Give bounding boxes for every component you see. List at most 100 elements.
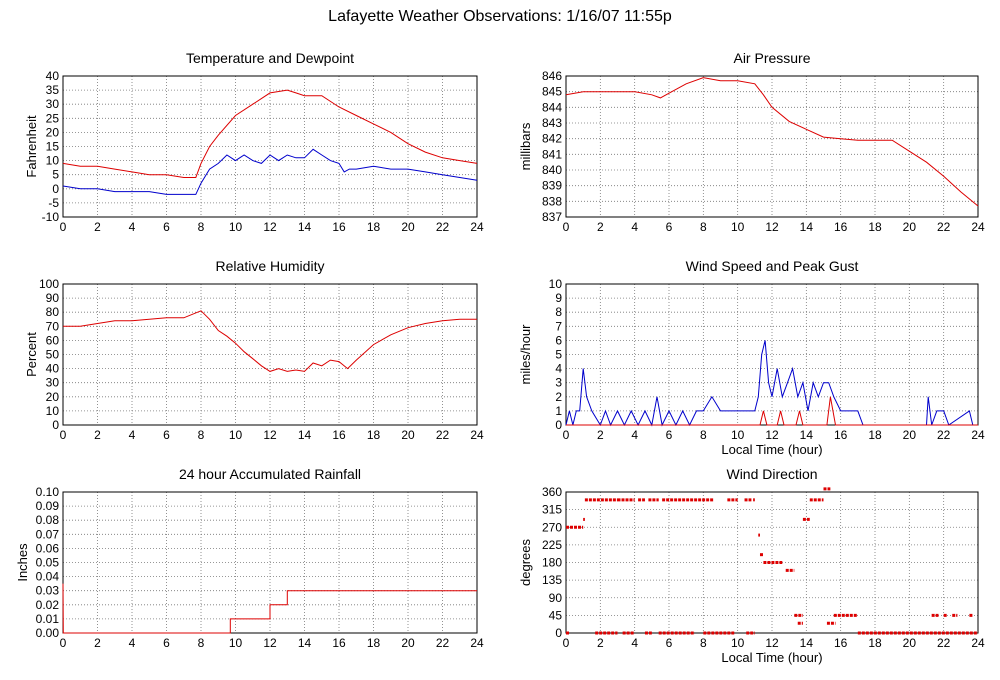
pressure-xtick-label: 12 — [765, 220, 779, 234]
wind-ytick-label: 6 — [555, 333, 562, 347]
direction-xtick-label: 22 — [937, 636, 951, 650]
wind-grid — [566, 284, 978, 425]
temp-xtick-label: 2 — [94, 220, 101, 234]
wind-xtick-label: 24 — [971, 428, 985, 442]
humidity-ytick-label: 90 — [46, 291, 60, 305]
wind-xtick-label: 8 — [700, 428, 707, 442]
temp-ylabel: Fahrenheit — [24, 115, 39, 178]
temp-xtick-label: 4 — [129, 220, 136, 234]
pressure-ytick-label: 839 — [542, 179, 562, 193]
direction-ytick-label: 315 — [542, 503, 562, 517]
wind-xtick-label: 6 — [666, 428, 673, 442]
rain-ytick-label: 0.01 — [36, 612, 60, 626]
humidity-xtick-label: 22 — [436, 428, 450, 442]
wind-xtick-label: 18 — [868, 428, 882, 442]
rain-xtick-label: 14 — [298, 636, 312, 650]
humidity-ytick-label: 100 — [39, 277, 59, 291]
temp-xtick-label: 12 — [263, 220, 277, 234]
humidity-grid — [63, 284, 477, 425]
pressure-ytick-label: 846 — [542, 69, 562, 83]
rain-ytick-label: 0.00 — [36, 626, 60, 640]
temp-frame — [62, 75, 478, 218]
direction-xlabel: Local Time (hour) — [721, 650, 822, 665]
humidity-frame — [62, 283, 478, 426]
humidity-ytick-label: 10 — [46, 404, 60, 418]
temp-grid — [63, 76, 477, 217]
pressure-xtick-label: 8 — [700, 220, 707, 234]
temp-ytick-label: 20 — [46, 125, 60, 139]
rain-ytick-label: 0.07 — [36, 527, 60, 541]
direction-title: Wind Direction — [726, 466, 817, 482]
wind-xtick-label: 16 — [834, 428, 848, 442]
pressure-xtick-label: 18 — [868, 220, 882, 234]
wind-ytick-label: 3 — [555, 376, 562, 390]
wind-xtick-label: 12 — [765, 428, 779, 442]
humidity-ytick-label: 70 — [46, 319, 60, 333]
rain-frame — [62, 491, 478, 634]
temp-xtick-label: 6 — [163, 220, 170, 234]
temp-xtick-label: 24 — [470, 220, 484, 234]
direction-xtick-label: 0 — [563, 636, 570, 650]
pressure-xtick-label: 24 — [971, 220, 985, 234]
direction-xtick-label: 4 — [631, 636, 638, 650]
rain-ytick-label: 0.05 — [36, 556, 60, 570]
rain-xtick-label: 20 — [401, 636, 415, 650]
pressure-xtick-label: 20 — [903, 220, 917, 234]
humidity-ytick-label: 60 — [46, 333, 60, 347]
temp-xtick-label: 10 — [229, 220, 243, 234]
rain-ytick-label: 0.02 — [36, 598, 60, 612]
rain-xtick-label: 12 — [263, 636, 277, 650]
pressure-xtick-label: 16 — [834, 220, 848, 234]
humidity-xtick-label: 4 — [129, 428, 136, 442]
direction-xtick-label: 20 — [903, 636, 917, 650]
pressure-xtick-label: 4 — [631, 220, 638, 234]
rain-series-red-line — [62, 583, 477, 634]
direction-ytick-label: 270 — [542, 520, 562, 534]
temp-ytick-label: 35 — [46, 83, 60, 97]
wind-ytick-label: 10 — [549, 277, 563, 291]
wind-ytick-label: 0 — [555, 418, 562, 432]
temp-ytick-label: 40 — [46, 69, 60, 83]
rain-ytick-label: 0.08 — [36, 513, 60, 527]
rain-ytick-label: 0.03 — [36, 584, 60, 598]
direction-ylabel: degrees — [518, 539, 533, 586]
pressure-xtick-label: 2 — [597, 220, 604, 234]
humidity-ytick-label: 20 — [46, 390, 60, 404]
direction-ytick-label: 90 — [549, 591, 563, 605]
temp-ytick-label: -10 — [42, 210, 60, 224]
wind-xtick-label: 20 — [903, 428, 917, 442]
direction-frame — [565, 491, 979, 634]
wind-ytick-label: 7 — [555, 319, 562, 333]
temp-ytick-label: -5 — [48, 196, 59, 210]
wind-xtick-label: 14 — [800, 428, 814, 442]
rain-xtick-label: 18 — [367, 636, 381, 650]
temp-ytick-label: 5 — [52, 168, 59, 182]
pressure-xtick-label: 22 — [937, 220, 951, 234]
rain-ytick-label: 0.06 — [36, 541, 60, 555]
direction-ytick-label: 45 — [549, 608, 563, 622]
page-title: Lafayette Weather Observations: 1/16/07 … — [328, 8, 672, 25]
wind-ytick-label: 4 — [555, 362, 562, 376]
wind-ytick-label: 5 — [555, 348, 562, 362]
humidity-ytick-label: 30 — [46, 376, 60, 390]
rain-grid — [63, 492, 477, 633]
pressure-ytick-label: 837 — [542, 210, 562, 224]
temp-xtick-label: 16 — [332, 220, 346, 234]
wind-xlabel: Local Time (hour) — [721, 442, 822, 457]
wind-ylabel: miles/hour — [518, 324, 533, 385]
rain-ytick-label: 0.10 — [36, 485, 60, 499]
humidity-xtick-label: 16 — [332, 428, 346, 442]
pressure-xtick-label: 10 — [731, 220, 745, 234]
pressure-frame — [565, 75, 979, 218]
temp-ytick-label: 0 — [52, 182, 59, 196]
pressure-xtick-label: 14 — [800, 220, 814, 234]
wind-series-red-line — [566, 396, 978, 426]
pressure-ytick-label: 845 — [542, 85, 562, 99]
rain-xtick-label: 0 — [60, 636, 67, 650]
humidity-xtick-label: 6 — [163, 428, 170, 442]
